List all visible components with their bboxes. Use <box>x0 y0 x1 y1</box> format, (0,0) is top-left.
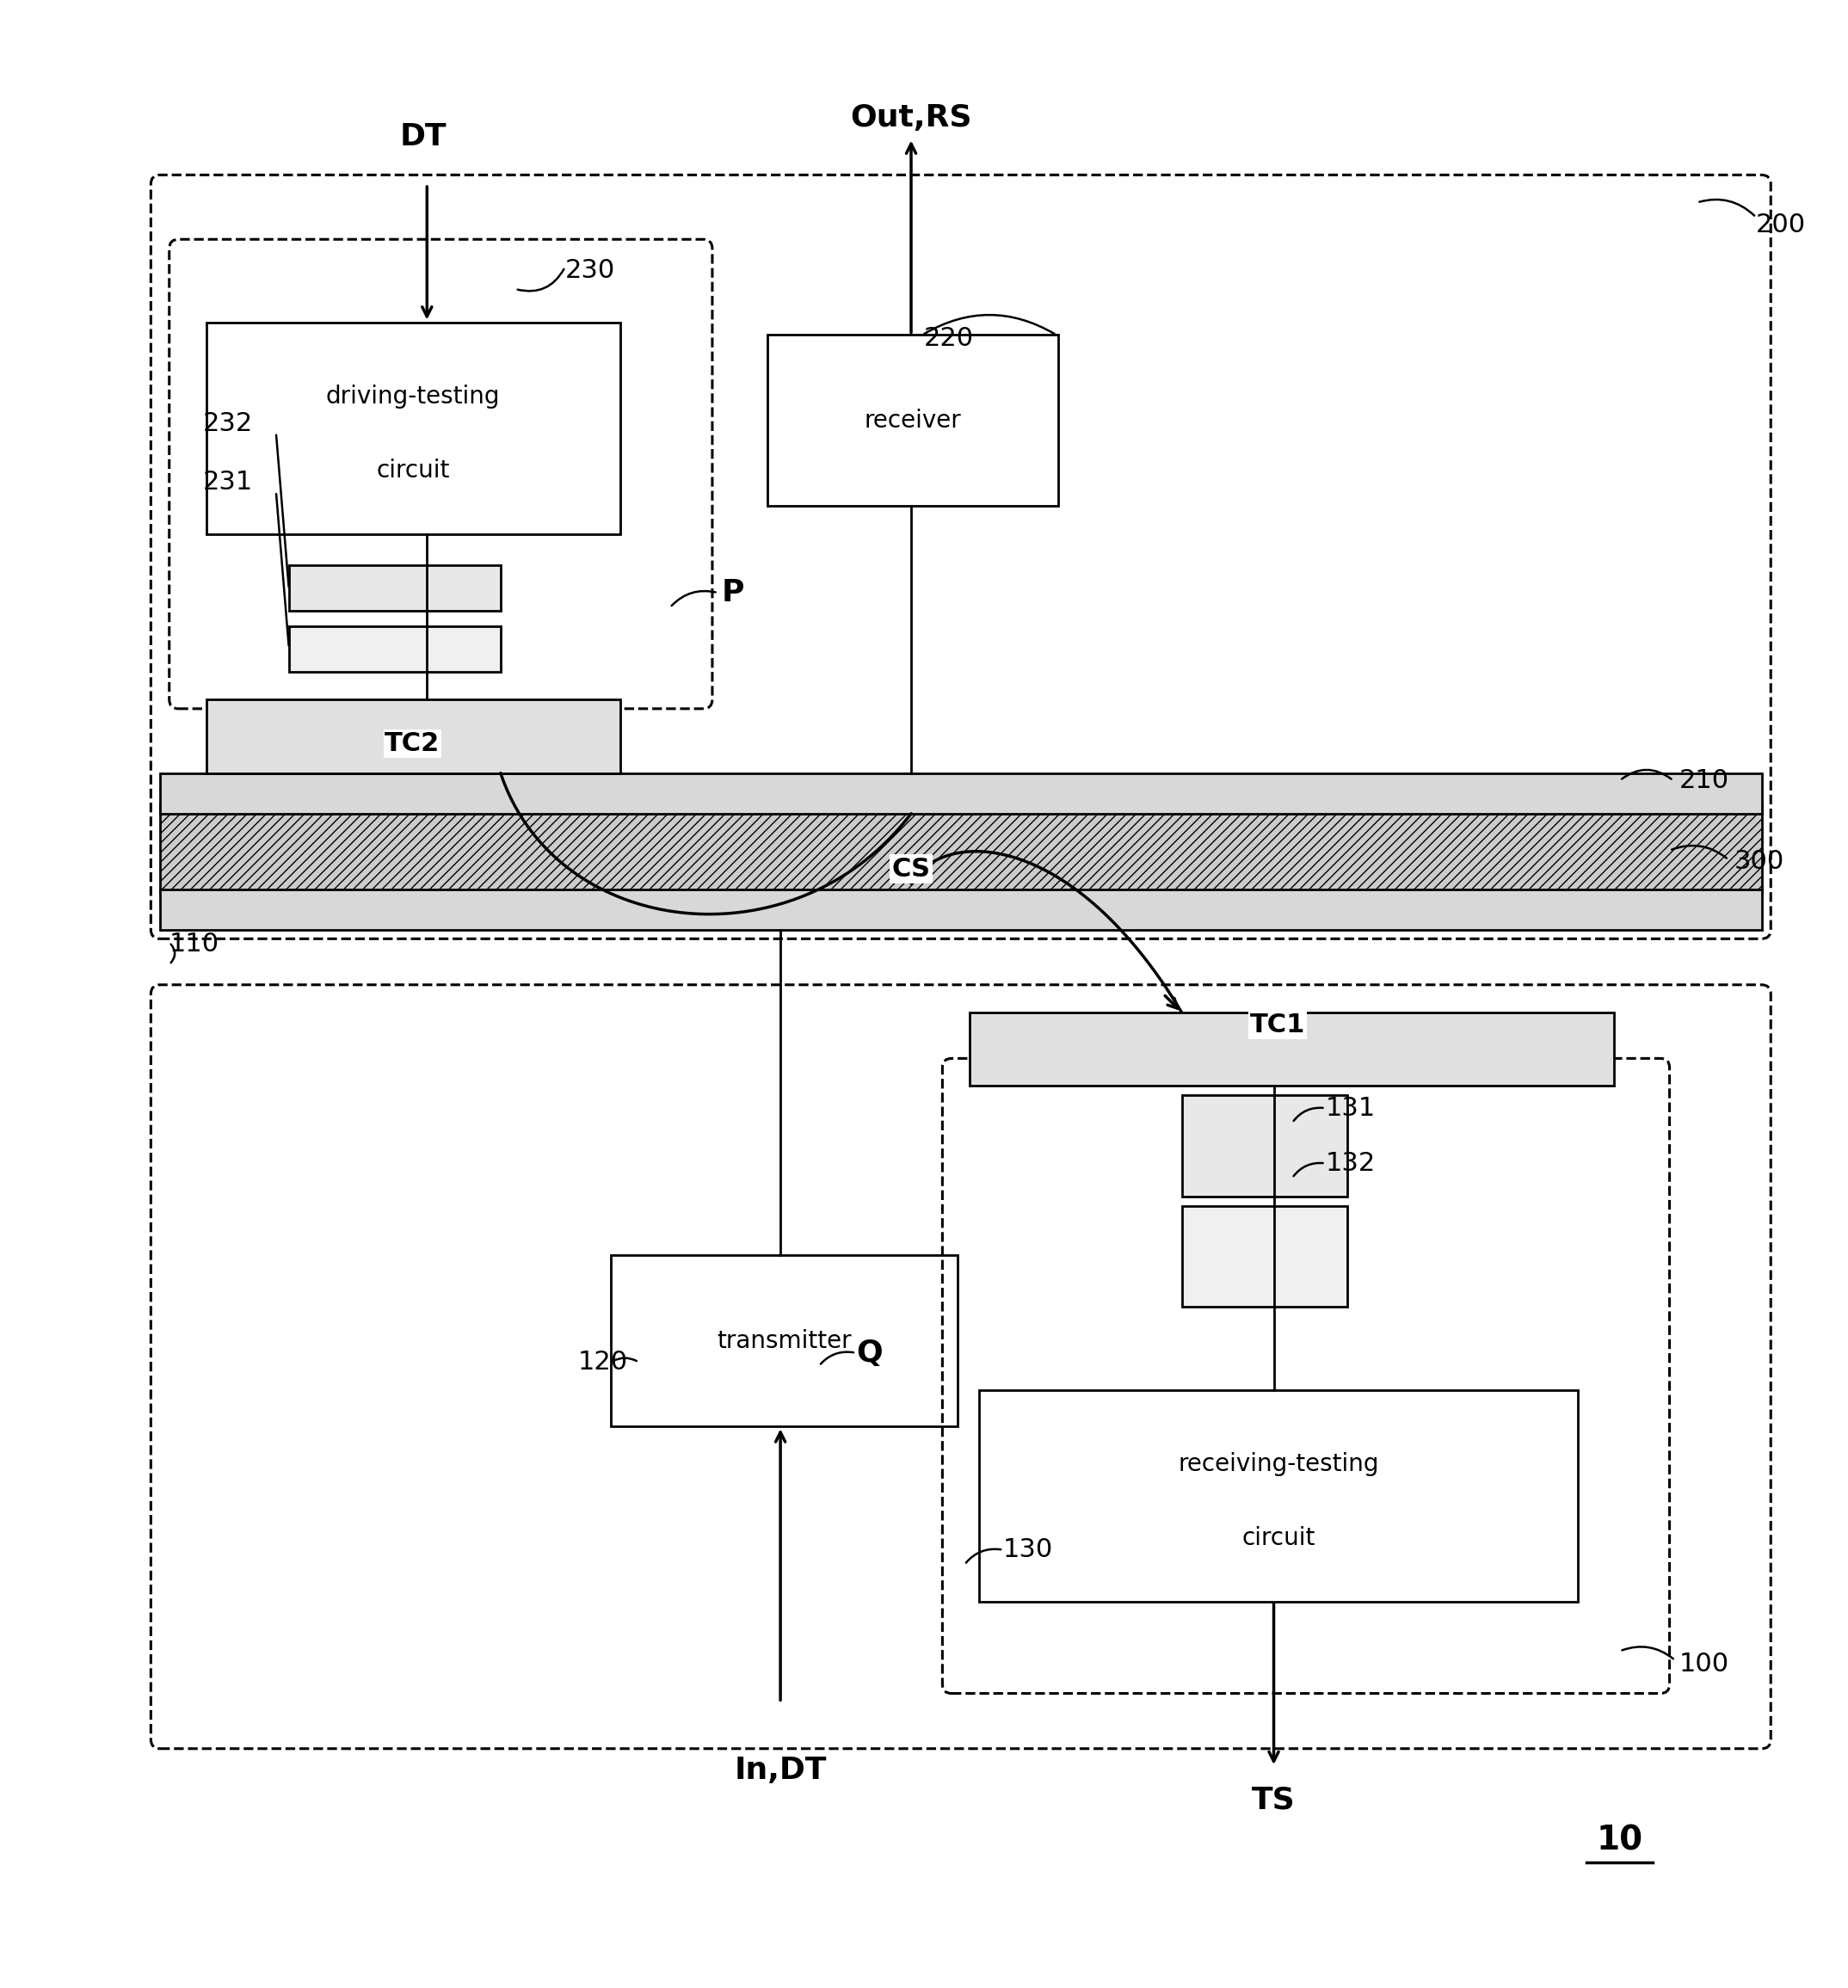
Text: 10: 10 <box>1597 1825 1643 1857</box>
Text: 130: 130 <box>1003 1537 1053 1563</box>
Text: 120: 120 <box>578 1350 628 1374</box>
Text: 230: 230 <box>565 258 615 282</box>
Bar <box>767 336 1059 507</box>
Bar <box>970 1012 1615 1085</box>
Text: 232: 232 <box>203 412 253 435</box>
Text: TS: TS <box>1251 1785 1295 1815</box>
Text: 220: 220 <box>924 326 974 352</box>
Text: receiving-testing: receiving-testing <box>1177 1451 1379 1475</box>
Text: 100: 100 <box>1678 1652 1728 1676</box>
Text: DT: DT <box>399 121 447 151</box>
Bar <box>979 1390 1578 1602</box>
Text: 110: 110 <box>170 932 220 956</box>
Text: 200: 200 <box>1756 213 1805 237</box>
Bar <box>161 773 1761 813</box>
Text: 210: 210 <box>1678 767 1728 793</box>
Bar <box>288 626 501 672</box>
Text: circuit: circuit <box>1242 1527 1316 1551</box>
Text: transmitter: transmitter <box>717 1328 852 1354</box>
Text: circuit: circuit <box>377 459 449 483</box>
Text: 132: 132 <box>1325 1151 1375 1175</box>
Text: P: P <box>721 579 745 608</box>
Text: driving-testing: driving-testing <box>325 384 501 408</box>
Text: 131: 131 <box>1325 1095 1375 1121</box>
Text: Out,RS: Out,RS <box>850 103 972 133</box>
Bar <box>207 700 621 773</box>
Bar <box>1181 1205 1347 1306</box>
Text: TC1: TC1 <box>1249 1012 1305 1038</box>
Text: In,DT: In,DT <box>734 1755 826 1785</box>
Bar <box>612 1254 957 1427</box>
Bar <box>161 889 1761 930</box>
Text: receiver: receiver <box>865 410 961 433</box>
Bar <box>207 322 621 535</box>
Text: 300: 300 <box>1733 849 1783 875</box>
Bar <box>1181 1095 1347 1197</box>
Text: CS: CS <box>893 857 931 881</box>
Bar <box>161 805 1761 893</box>
Bar <box>288 565 501 610</box>
Text: 231: 231 <box>203 469 253 495</box>
Text: TC2: TC2 <box>384 732 440 755</box>
Text: Q: Q <box>856 1338 881 1368</box>
